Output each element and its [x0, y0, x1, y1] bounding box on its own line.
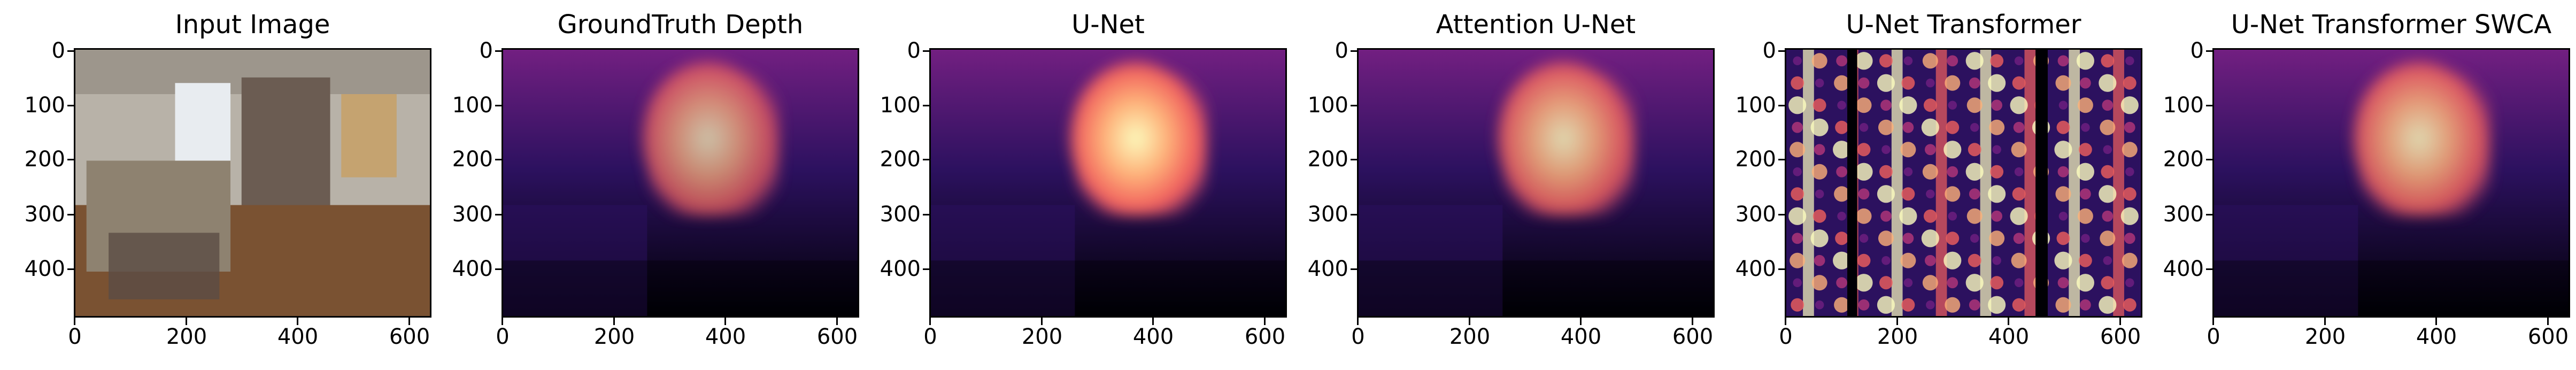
x-tick-label: 200: [1010, 318, 1074, 348]
subplot-title: U-Net Transformer: [1846, 10, 2081, 40]
y-tick-label: 300: [0, 204, 75, 225]
y-tick-label: 100: [855, 95, 930, 116]
x-tick-label: 200: [1438, 318, 1502, 348]
y-tick-label: 200: [855, 149, 930, 170]
y-tick-label: 400: [2139, 258, 2213, 280]
y-tick-label: 100: [428, 95, 503, 116]
subplot-2: GroundTruth Depth 0 100 200 300 400 0 200 400 600: [428, 0, 859, 370]
subplot-6: U-Net Transformer SWCA 0 100 200 300 400 0 200 4…: [2139, 0, 2570, 370]
x-tick-label: 0: [898, 318, 962, 348]
y-tick-label: 300: [2139, 204, 2213, 225]
x-tick-label: 600: [2088, 318, 2153, 348]
subplot-1: Input Image 0 100 200 300 400 0 200 400 600: [0, 0, 431, 370]
y-tick-label: 100: [1711, 95, 1786, 116]
x-tick-label: 200: [155, 318, 219, 348]
x-tick-label: 0: [471, 318, 535, 348]
image-depth_swca: [2212, 48, 2570, 318]
y-tick-label: 200: [0, 149, 75, 170]
y-tick-label: 400: [0, 258, 75, 280]
y-tick-label: 300: [1283, 204, 1358, 225]
subplot-title: Input Image: [175, 10, 330, 40]
y-tick-label: 400: [1283, 258, 1358, 280]
y-tick-label: 200: [2139, 149, 2213, 170]
x-tick-label: 400: [2404, 318, 2469, 348]
x-tick-label: 600: [2516, 318, 2576, 348]
x-tick-label: 0: [1754, 318, 1818, 348]
y-tick-label: 200: [428, 149, 503, 170]
x-tick-label: 400: [693, 318, 758, 348]
subplot-4: Attention U-Net 0 100 200 300 400 0 200 400 600: [1283, 0, 1715, 370]
image-noise: [1785, 48, 2142, 318]
y-tick-label: 100: [0, 95, 75, 116]
x-tick-label: 0: [43, 318, 107, 348]
x-tick-label: 400: [1121, 318, 1185, 348]
x-tick-label: 200: [2293, 318, 2357, 348]
x-tick-label: 200: [1865, 318, 1930, 348]
subplot-title: Attention U-Net: [1436, 10, 1636, 40]
x-tick-label: 400: [1549, 318, 1613, 348]
x-tick-label: 400: [266, 318, 330, 348]
y-tick-label: 400: [428, 258, 503, 280]
y-tick-label: 0: [855, 40, 930, 61]
image-depth_gt: [502, 48, 859, 318]
image-depth_att: [1357, 48, 1715, 318]
subplot-title: GroundTruth Depth: [557, 10, 804, 40]
y-tick-label: 300: [855, 204, 930, 225]
x-tick-label: 400: [1977, 318, 2041, 348]
y-tick-label: 0: [428, 40, 503, 61]
image-depth_unet: [929, 48, 1287, 318]
y-tick-label: 0: [1283, 40, 1358, 61]
y-tick-label: 0: [0, 40, 75, 61]
x-tick-label: 600: [1233, 318, 1297, 348]
y-tick-label: 100: [2139, 95, 2213, 116]
subplot-title: U-Net: [1071, 10, 1145, 40]
y-tick-label: 400: [1711, 258, 1786, 280]
subplot-title: U-Net Transformer SWCA: [2231, 10, 2552, 40]
y-tick-label: 0: [2139, 40, 2213, 61]
x-tick-label: 600: [377, 318, 442, 348]
y-tick-label: 300: [1711, 204, 1786, 225]
image-rgb: [74, 48, 431, 318]
x-tick-label: 600: [1661, 318, 1725, 348]
y-tick-label: 100: [1283, 95, 1358, 116]
y-tick-label: 0: [1711, 40, 1786, 61]
x-tick-label: 0: [1326, 318, 1390, 348]
x-tick-label: 0: [2181, 318, 2246, 348]
subplot-3: U-Net 0 100 200 300 400 0 200 400 600: [855, 0, 1287, 370]
x-tick-label: 600: [805, 318, 869, 348]
y-tick-label: 300: [428, 204, 503, 225]
y-tick-label: 200: [1711, 149, 1786, 170]
subplot-5: U-Net Transformer 0 100 200 300 400 0 200 400 600: [1711, 0, 2142, 370]
y-tick-label: 400: [855, 258, 930, 280]
y-tick-label: 200: [1283, 149, 1358, 170]
x-tick-label: 200: [582, 318, 646, 348]
